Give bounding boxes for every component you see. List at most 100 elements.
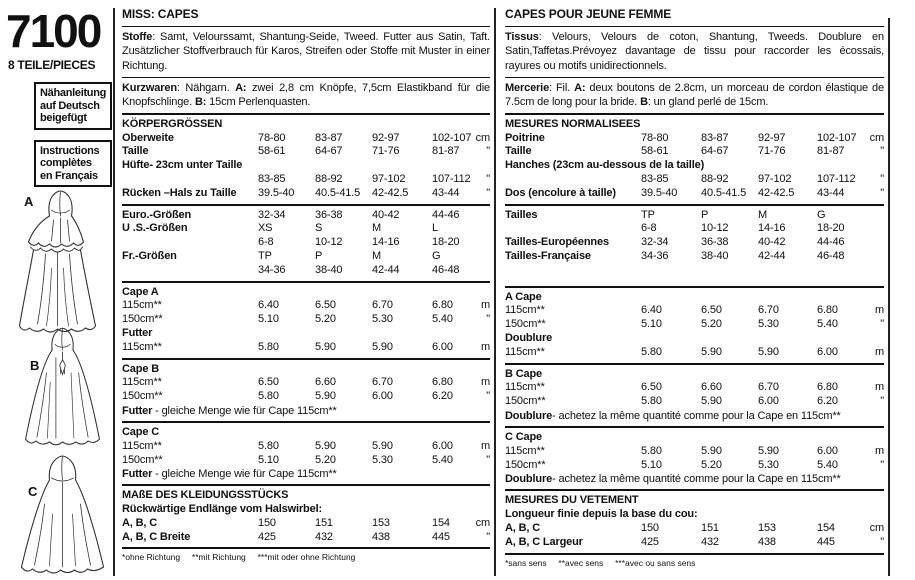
size-value: 5.90 <box>701 345 722 358</box>
size-value: 38-40 <box>315 263 343 276</box>
unit-label <box>472 250 490 264</box>
unit-label <box>472 222 490 236</box>
size-value <box>817 332 866 346</box>
unit-label <box>866 209 884 223</box>
table-row: Poitrine 78-80 83-87 92-97 102-107 cm <box>505 132 884 146</box>
table-row: 6-8 10-12 14-16 18-20 <box>122 236 490 250</box>
bold-lead: Futter <box>122 468 153 481</box>
section-heading: MAßE DES KLEIDUNGSSTÜCKS <box>122 489 289 502</box>
bold-lead: Futter <box>122 404 153 417</box>
size-value: 40.5-41.5 <box>701 186 747 199</box>
section-heading: MESURES DU VETEMENT <box>505 494 639 507</box>
size-value: 42-42.5 <box>372 186 409 199</box>
column-title: CAPES POUR JEUNE FEMME <box>505 7 672 21</box>
size-value: 18-20 <box>432 236 460 249</box>
size-value: 46-48 <box>432 263 460 276</box>
size-value: 43-44 <box>432 186 460 199</box>
table-row: 34-36 38-40 42-44 46-48 <box>122 264 490 278</box>
paragraph-notions: Mercerie: Fil. A: deux boutons de 2.8cm,… <box>505 76 884 113</box>
unit-label <box>472 327 490 341</box>
size-value: 5.10 <box>641 458 662 471</box>
size-value: 5.10 <box>641 318 662 331</box>
size-value: 71-76 <box>758 145 786 158</box>
size-value: 83-87 <box>701 131 729 144</box>
table-row: 83-85 88-92 97-102 107-112 " <box>122 173 490 187</box>
size-value: P <box>315 249 323 262</box>
size-value: 107-112 <box>817 172 856 185</box>
size-value: 10-12 <box>701 222 729 235</box>
size-value: 97-102 <box>372 172 406 185</box>
table-row: Doublure <box>505 332 884 346</box>
table-row: Taille 58-61 64-67 71-76 81-87 " <box>122 145 490 159</box>
size-value: 6.60 <box>701 381 722 394</box>
unit-label: cm <box>869 521 885 534</box>
size-value: 438 <box>758 535 776 548</box>
size-value: 44-46 <box>817 236 845 249</box>
bold-lead: A: <box>235 81 247 94</box>
unit-label: m <box>874 444 884 457</box>
bold-lead: Kurzwaren <box>122 81 177 94</box>
bold-lead: Doublure <box>505 409 553 422</box>
unit-label: " <box>486 453 490 466</box>
unit-label: " <box>486 172 490 185</box>
size-value: 92-97 <box>372 131 400 144</box>
bold-lead: Tissus <box>505 30 539 43</box>
row-label: Futter <box>122 326 153 339</box>
text-run: : Velours, Velours de coton, Shantung, T… <box>505 30 884 72</box>
size-value: 6.00 <box>817 444 838 457</box>
unit-label: " <box>880 535 884 548</box>
size-value: TP <box>641 208 655 221</box>
size-value: 36-38 <box>315 208 343 221</box>
row-label <box>122 173 258 187</box>
bold-lead: A: <box>574 81 586 94</box>
row-label: 150cm** <box>122 313 163 326</box>
section-heading: B Cape <box>505 367 542 380</box>
cape-a-label: A <box>24 194 34 209</box>
size-value: G <box>817 208 826 221</box>
unit-label: m <box>874 345 884 358</box>
unit-label <box>472 159 490 173</box>
row-label: Fr.-Größen <box>122 249 177 262</box>
row-label: U .S.-Größen <box>122 222 188 235</box>
size-value: 6.60 <box>315 376 336 389</box>
text-run: - achetez la même quantité comme pour la… <box>552 409 841 422</box>
size-value: 107-112 <box>432 172 471 185</box>
unit-label: " <box>486 145 490 158</box>
size-value: 6.00 <box>758 395 779 408</box>
size-value <box>315 159 372 173</box>
size-value: 6.40 <box>641 304 662 317</box>
table-row: Futter <box>122 327 490 341</box>
section-subheading: Rückwärtige Endlänge vom Halswirbel: <box>122 503 322 516</box>
size-value: 5.40 <box>432 313 453 326</box>
table-row: 83-85 88-92 97-102 107-112 " <box>505 173 884 187</box>
section-cape-a: Cape A 115cm** 6.40 6.50 6.70 6.80 m 150cm** 5.1… <box>122 280 490 358</box>
size-value: 151 <box>315 516 333 529</box>
row-label: A, B, C Largeur <box>505 535 583 548</box>
size-value: 5.90 <box>758 345 779 358</box>
section-c-cape: C Cape 115cm** 5.80 5.90 5.90 6.00 m 150cm** 5.1… <box>505 425 884 489</box>
table-row: A, B, C Breite 425 432 438 445 " <box>122 531 490 545</box>
text-run: : Nähgarn. <box>176 81 236 94</box>
row-label: Dos (encolure à taille) <box>505 186 616 199</box>
table-row: 115cm** 6.50 6.60 6.70 6.80 m <box>505 381 884 395</box>
row-label: 150cm** <box>505 458 546 471</box>
size-value: 78-80 <box>258 131 286 144</box>
row-label: 115cm** <box>122 439 162 452</box>
table-row: Euro.-Größen 32-34 36-38 40-42 44-46 <box>122 209 490 223</box>
size-value: XS <box>258 222 273 235</box>
unit-label: cm <box>475 516 491 529</box>
section-heading: A Cape <box>505 290 542 303</box>
size-value: 154 <box>432 516 450 529</box>
text-run: : un gland perlé de 15cm. <box>647 96 769 109</box>
size-value <box>701 159 758 173</box>
row-label: 150cm** <box>505 395 546 408</box>
unit-label <box>472 209 490 223</box>
size-value: 6.80 <box>432 299 453 312</box>
size-value: 5.80 <box>641 395 662 408</box>
size-value: 5.30 <box>372 313 393 326</box>
size-value: 83-85 <box>258 172 286 185</box>
size-value: 6.70 <box>372 376 393 389</box>
size-value: 6.70 <box>758 381 779 394</box>
size-value: 6-8 <box>258 236 274 249</box>
size-value: 5.30 <box>758 458 779 471</box>
